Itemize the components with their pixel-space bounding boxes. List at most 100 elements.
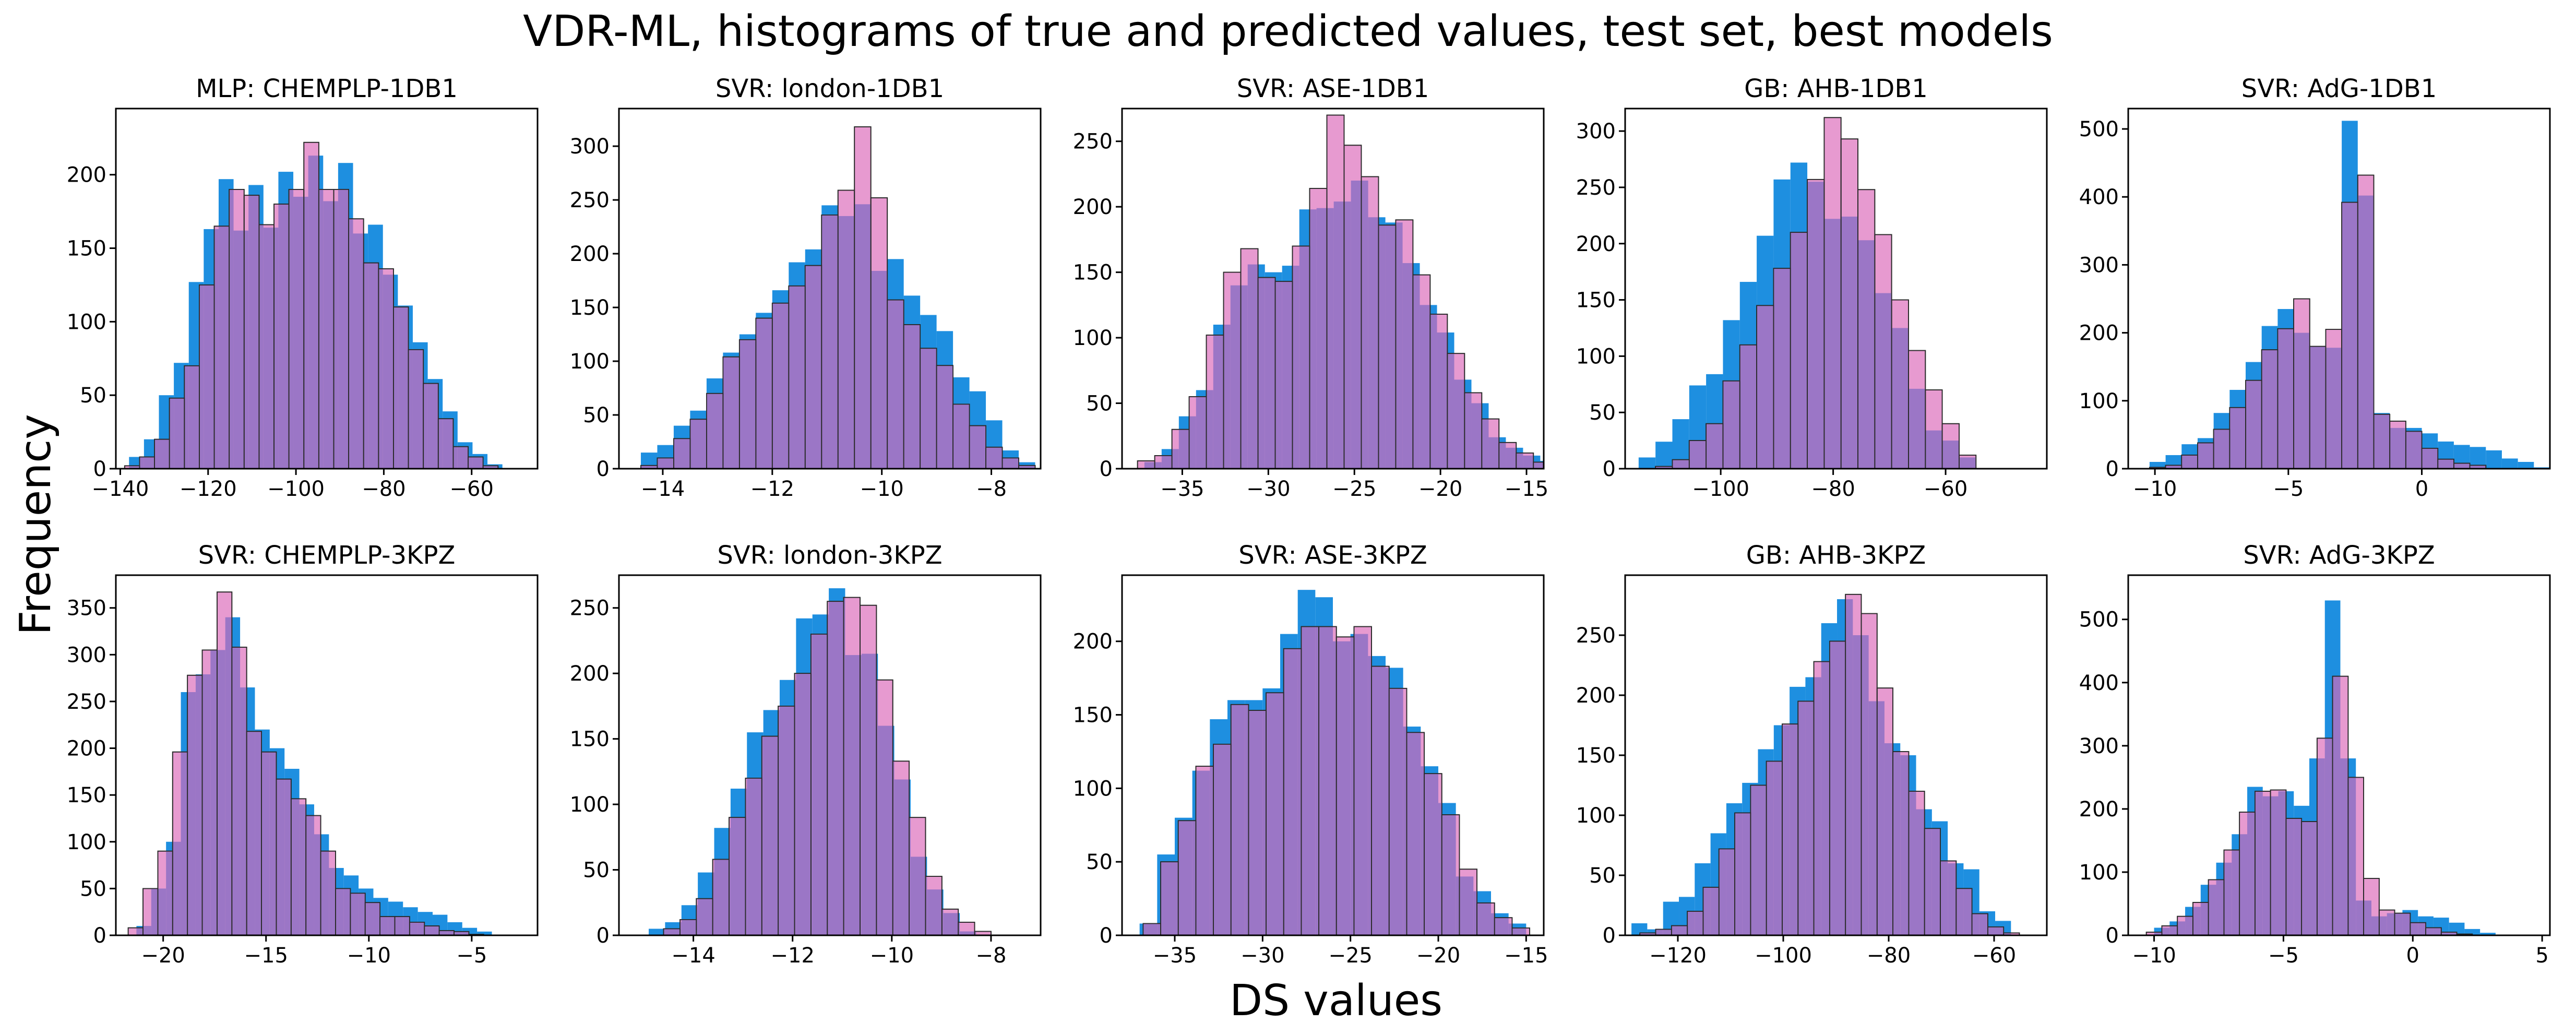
overlap-bar xyxy=(696,905,698,935)
overlap-bar xyxy=(1223,325,1231,469)
overlap-bar xyxy=(1413,275,1420,469)
overlap-bar xyxy=(299,804,306,935)
y-tick-label: 200 xyxy=(570,662,610,686)
overlap-bar xyxy=(2246,380,2262,469)
overlap-bar xyxy=(343,888,351,935)
overlap-bar xyxy=(1663,929,1672,935)
figure-title: VDR-ML, histograms of true and predicted… xyxy=(523,7,2053,56)
overlap-bar xyxy=(363,263,368,469)
y-tick-label: 300 xyxy=(1576,120,1616,144)
x-tick-label: 5 xyxy=(2535,944,2548,968)
overlap-bar xyxy=(2405,431,2422,469)
overlap-bar xyxy=(255,731,262,935)
overlap-bar xyxy=(1533,462,1541,469)
y-tick-label: 100 xyxy=(1576,804,1616,828)
x-tick-label: −10 xyxy=(2132,944,2176,968)
overlap-bar xyxy=(202,674,211,935)
true-bar xyxy=(2518,461,2534,469)
overlap-bar xyxy=(1403,727,1407,935)
overlap-bar xyxy=(1540,462,1544,469)
overlap-bar xyxy=(233,230,244,469)
overlap-bar xyxy=(747,778,762,935)
plot-area xyxy=(124,141,503,469)
overlap-bar xyxy=(1266,693,1280,935)
y-tick-label: 50 xyxy=(1086,850,1113,874)
overlap-bar xyxy=(210,650,217,935)
overlap-bar xyxy=(1372,666,1386,935)
overlap-bar xyxy=(274,228,279,469)
x-tick-label: −35 xyxy=(1160,477,1204,501)
overlap-bar xyxy=(269,752,277,935)
overlap-bar xyxy=(1884,743,1893,935)
overlap-bar xyxy=(181,752,188,935)
panel-4: GB: AHB-1DB1 −100 −80 −60 0 50 100 150 200 250 300 xyxy=(1576,74,2048,501)
overlap-bar xyxy=(454,931,462,935)
overlap-bar xyxy=(2453,463,2470,469)
overlap-bar xyxy=(843,597,845,935)
overlap-bar xyxy=(640,465,658,469)
y-tick-label: 150 xyxy=(1073,261,1113,285)
overlap-bar xyxy=(388,917,395,935)
overlap-bar xyxy=(2208,885,2216,935)
x-tick-label: −20 xyxy=(1416,944,1460,968)
axes-frame xyxy=(115,574,539,936)
overlap-bar xyxy=(2410,922,2418,935)
axes-frame xyxy=(1121,108,1545,470)
overlap-bar xyxy=(284,779,291,935)
y-tick-label: 100 xyxy=(2079,861,2119,885)
overlap-bar xyxy=(1655,466,1673,469)
x-tick-label: −14 xyxy=(671,944,715,968)
overlap-bar xyxy=(936,365,953,469)
y-tick-label: 50 xyxy=(1589,864,1616,888)
overlap-bar xyxy=(878,725,893,935)
y-tick-label: 200 xyxy=(1073,630,1113,654)
predicted-bar-outline xyxy=(1959,455,1977,469)
overlap-bar xyxy=(1144,462,1155,469)
plot-area xyxy=(127,591,492,935)
overlap-bar xyxy=(2277,328,2294,469)
overlap-bar xyxy=(1508,923,1512,935)
y-tick-label: 100 xyxy=(570,793,610,817)
overlap-bar xyxy=(854,204,871,469)
y-tick-label: 150 xyxy=(1576,289,1616,313)
x-tick-label: −100 xyxy=(1755,944,1812,968)
overlap-bar xyxy=(1019,465,1035,469)
y-tick-label: 150 xyxy=(1576,744,1616,768)
overlap-bar xyxy=(2162,927,2170,935)
overlap-bar xyxy=(393,307,398,469)
overlap-bar xyxy=(2390,427,2406,469)
panel-3: SVR: ASE-1DB1 −35 −30 −25 −20 −15 0 50 100 150 200… xyxy=(1073,74,1549,501)
overlap-bar xyxy=(1280,693,1284,935)
overlap-bar xyxy=(1275,281,1282,469)
overlap-bar xyxy=(293,196,304,469)
overlap-bar xyxy=(1230,285,1241,469)
overlap-bar xyxy=(1437,332,1448,469)
overlap-bar xyxy=(2309,822,2317,935)
overlap-bar xyxy=(1161,455,1172,469)
overlap-bar xyxy=(1858,240,1875,469)
true-bar xyxy=(649,929,665,935)
overlap-bar xyxy=(232,647,241,935)
overlap-bar xyxy=(439,931,448,935)
overlap-bar xyxy=(1389,688,1403,935)
overlap-bar xyxy=(1154,462,1162,469)
y-tick-label: 150 xyxy=(1073,704,1113,728)
panel-1: MLP: CHEMPLP-1DB1 −140 −120 −100 −80 −60 0 50 10… xyxy=(67,74,539,501)
predicted-bar-outline xyxy=(1018,465,1036,469)
overlap-bar xyxy=(1333,641,1337,935)
y-tick-label: 200 xyxy=(1576,232,1616,256)
y-tick-label: 500 xyxy=(2079,608,2119,632)
overlap-bar xyxy=(761,736,764,935)
overlap-bar xyxy=(657,458,674,469)
overlap-bar xyxy=(1157,923,1161,935)
y-tick-label: 400 xyxy=(2079,185,2119,209)
overlap-bar xyxy=(174,398,185,469)
y-tick-label: 100 xyxy=(1073,777,1113,801)
overlap-bar xyxy=(240,687,247,935)
x-tick-label: −12 xyxy=(770,944,814,968)
overlap-bar xyxy=(1368,656,1372,935)
x-tick-label: −10 xyxy=(870,944,914,968)
x-tick-label: 0 xyxy=(2415,477,2428,501)
overlap-bar xyxy=(2278,791,2286,935)
overlap-bar xyxy=(1385,225,1396,469)
